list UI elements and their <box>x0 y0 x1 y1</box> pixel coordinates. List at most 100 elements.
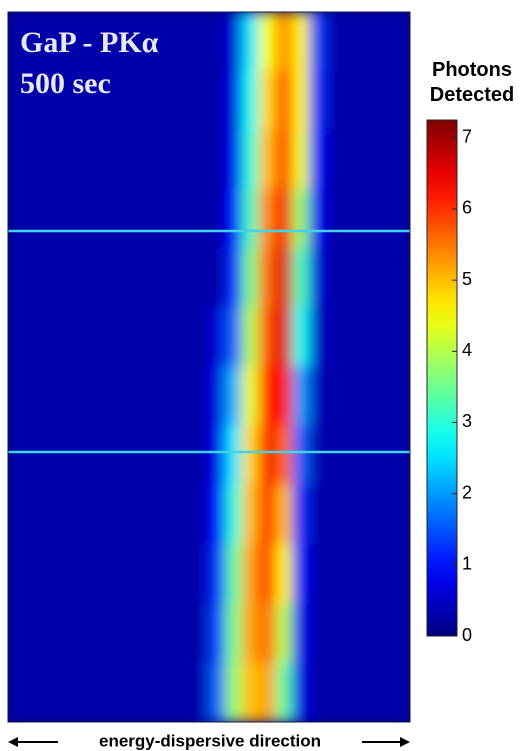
heatmap-cell <box>91 70 109 131</box>
heatmap-cell <box>8 307 26 368</box>
heatmap-cell <box>309 189 327 250</box>
colorbar-tick-label: 2 <box>462 482 472 502</box>
heatmap-cell <box>124 129 143 190</box>
heatmap-cell <box>258 603 277 664</box>
heatmap-cell <box>309 366 327 427</box>
heatmap-cell <box>91 189 109 250</box>
heatmap-cell <box>175 70 193 131</box>
heatmap-cell <box>242 366 260 427</box>
colorbar-tick-label: 7 <box>462 127 472 147</box>
heatmap-cell <box>225 484 243 545</box>
heatmap-cell <box>91 603 109 664</box>
heatmap-cell <box>41 662 59 722</box>
heatmap-cell <box>359 366 377 427</box>
heatmap-cell <box>392 484 410 545</box>
heatmap-cell <box>359 189 377 250</box>
heatmap-cell <box>24 248 42 309</box>
heatmap-cell <box>57 366 76 427</box>
heatmap-cell <box>8 662 26 722</box>
heatmap-cell <box>108 603 126 664</box>
heatmap-cell <box>91 662 109 722</box>
heatmap-cell <box>392 603 410 664</box>
heatmap-cell <box>208 70 227 131</box>
heatmap-cell <box>57 189 76 250</box>
heatmap-cell <box>175 544 193 605</box>
heatmap-cell <box>108 366 126 427</box>
heatmap-cell <box>141 425 160 486</box>
heatmap-cell <box>158 129 176 190</box>
heatmap-cell <box>57 425 76 486</box>
heatmap-cell <box>175 189 193 250</box>
heatmap-cell <box>359 129 377 190</box>
heatmap-cell <box>175 307 193 368</box>
heatmap-cell <box>325 662 344 722</box>
heatmap-cell <box>342 248 361 309</box>
heatmap-cell <box>41 425 59 486</box>
heatmap-cell <box>191 366 210 427</box>
heatmap-cell <box>74 662 93 722</box>
heatmap-cell <box>342 662 361 722</box>
heatmap-cell <box>275 603 294 664</box>
heatmap-cell <box>392 366 410 427</box>
colorbar-tick-label: 6 <box>462 198 472 218</box>
heatmap-cell <box>24 425 42 486</box>
heatmap-cell <box>309 484 327 545</box>
heatmap-cell <box>141 248 160 309</box>
heatmap-cell <box>225 603 243 664</box>
heatmap-cell <box>74 189 93 250</box>
heatmap-cell <box>141 366 160 427</box>
heatmap-cell <box>158 70 176 131</box>
heatmap-cell <box>8 484 26 545</box>
heatmap-cell <box>191 189 210 250</box>
heatmap-cell <box>242 484 260 545</box>
heatmap-cell <box>376 12 394 72</box>
heatmap-cell <box>359 484 377 545</box>
heatmap-cell <box>242 248 260 309</box>
heatmap-cell <box>376 366 394 427</box>
heatmap-cell <box>158 366 176 427</box>
heatmap-cell <box>41 307 59 368</box>
heatmap-cell <box>158 544 176 605</box>
heatmap-cell <box>91 484 109 545</box>
heatmap-cell <box>225 12 243 72</box>
heatmap-cell <box>41 603 59 664</box>
heatmap-cell <box>292 425 310 486</box>
heatmap-cell <box>57 12 76 72</box>
heatmap-cell <box>342 366 361 427</box>
heatmap-cell <box>325 248 344 309</box>
heatmap-cell <box>124 70 143 131</box>
heatmap-cell <box>325 129 344 190</box>
heatmap-cell <box>8 12 26 72</box>
heatmap-cell <box>325 425 344 486</box>
arrow-head <box>400 737 410 747</box>
heatmap-cell <box>41 484 59 545</box>
heatmap-cell <box>158 307 176 368</box>
heatmap-cell <box>141 544 160 605</box>
heatmap-cell <box>108 12 126 72</box>
heatmap-cell <box>24 12 42 72</box>
colorbar-tick-label: 3 <box>462 411 472 431</box>
heatmap-cell <box>325 366 344 427</box>
heatmap-cell <box>275 544 294 605</box>
heatmap-cell <box>191 12 210 72</box>
heatmap-cell <box>158 189 176 250</box>
heatmap-cell <box>392 425 410 486</box>
heatmap-cell <box>392 70 410 131</box>
heatmap-cell <box>74 248 93 309</box>
heatmap-cell <box>57 70 76 131</box>
heatmap-cell <box>175 129 193 190</box>
heatmap-cell <box>91 425 109 486</box>
heatmap-cell <box>376 248 394 309</box>
arrow-head <box>8 737 18 747</box>
heatmap-cell <box>275 662 294 722</box>
heatmap-cell <box>342 425 361 486</box>
heatmap-cell <box>325 307 344 368</box>
heatmap-cell <box>275 366 294 427</box>
heatmap-cell <box>342 189 361 250</box>
heatmap-cell <box>24 662 42 722</box>
heatmap-cell <box>309 662 327 722</box>
heatmap-cell <box>24 544 42 605</box>
heatmap-cell <box>242 189 260 250</box>
heatmap-cell <box>258 662 277 722</box>
